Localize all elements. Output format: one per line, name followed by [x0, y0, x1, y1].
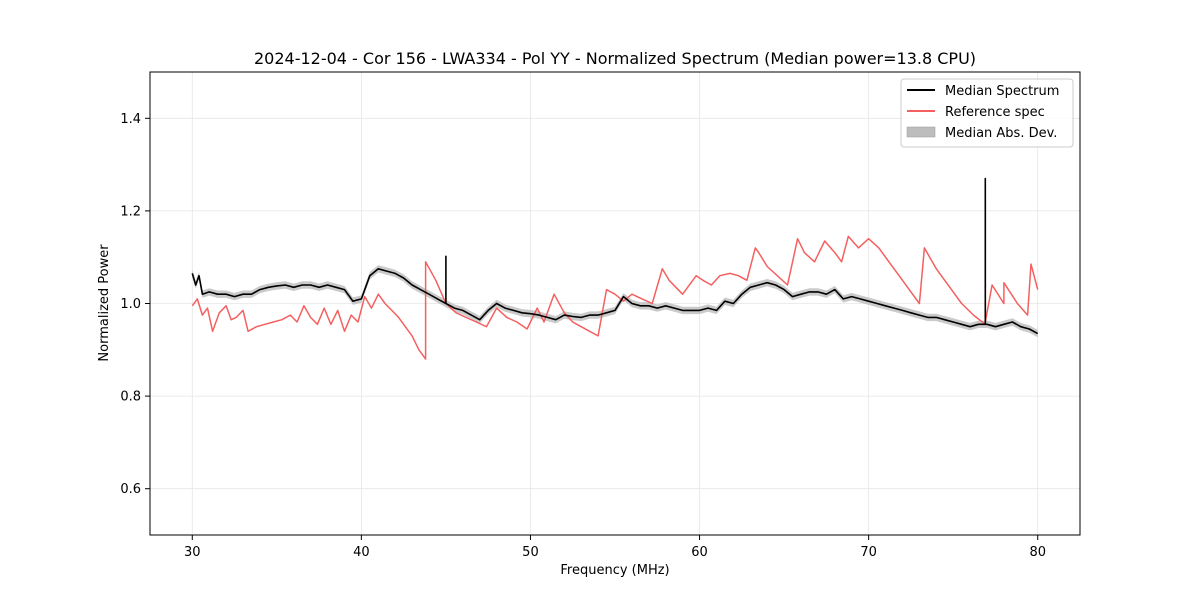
y-axis-ticks: 0.6 0.8 1.0 1.2 1.4 — [120, 112, 150, 497]
y-tick-label: 1.4 — [120, 112, 141, 127]
legend-swatch-median-abs-dev — [906, 126, 936, 138]
legend-label-median-spectrum: Median Spectrum — [945, 84, 1059, 99]
y-axis-label: Normalized Power — [97, 244, 112, 362]
series-layer — [191, 177, 1039, 360]
x-axis-label: Frequency (MHz) — [560, 563, 669, 578]
legend-label-median-abs-dev: Median Abs. Dev. — [945, 126, 1057, 141]
x-tick-label: 80 — [1029, 545, 1046, 560]
series-line-reference-spec — [191, 198, 1039, 360]
y-tick-label: 1.2 — [120, 204, 141, 219]
x-tick-label: 30 — [184, 545, 201, 560]
x-tick-label: 60 — [691, 545, 708, 560]
x-axis-ticks: 30 40 50 60 70 80 — [184, 535, 1046, 560]
x-tick-label: 70 — [860, 545, 877, 560]
x-tick-label: 50 — [522, 545, 539, 560]
legend: Median Spectrum Reference spec Median Ab… — [900, 78, 1074, 148]
y-tick-label: 0.8 — [120, 390, 141, 405]
legend-box — [900, 78, 1074, 148]
median-abs-dev-band-layer — [192, 174, 1038, 338]
median-abs-dev-band — [192, 174, 1038, 338]
y-tick-label: 0.6 — [120, 482, 141, 497]
series-line-median-spectrum — [191, 177, 1039, 335]
legend-label-reference-spec: Reference spec — [945, 105, 1045, 120]
chart-title: 2024-12-04 - Cor 156 - LWA334 - Pol YY -… — [254, 49, 976, 68]
x-tick-label: 40 — [353, 545, 370, 560]
y-tick-label: 1.0 — [120, 297, 141, 312]
